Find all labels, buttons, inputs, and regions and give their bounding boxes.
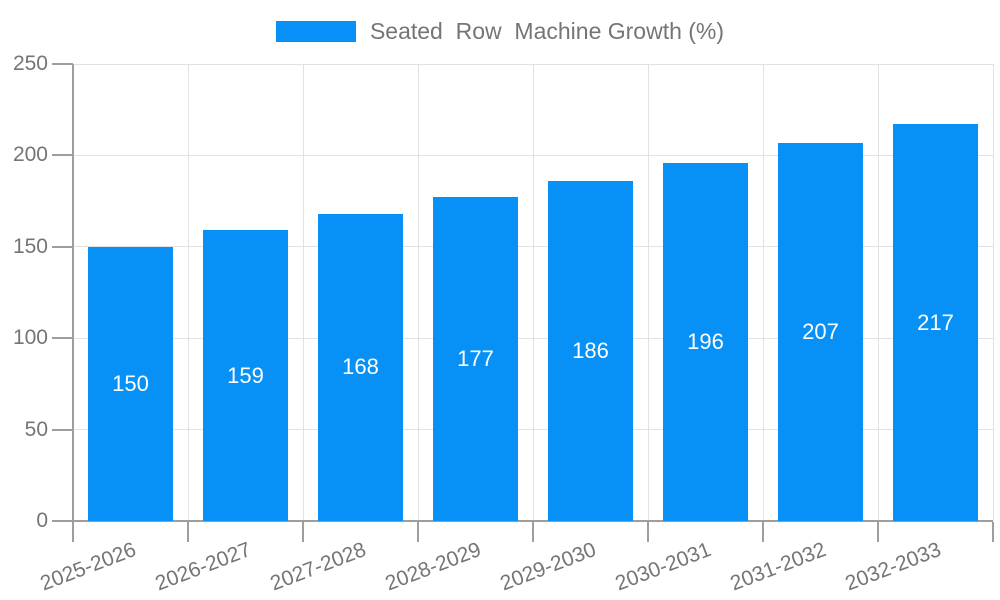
gridline-v: [647, 64, 649, 521]
gridline-v: [302, 64, 304, 521]
x-tick: [762, 522, 764, 542]
y-tick-label: 150: [12, 234, 48, 258]
bar: 150: [88, 246, 173, 521]
gridline-v: [992, 64, 994, 521]
bar-value-label: 217: [917, 309, 954, 335]
legend-label: Seated Row Machine Growth (%): [369, 18, 725, 44]
y-tick: [52, 337, 73, 340]
gridline-v: [187, 64, 189, 521]
y-tick-label: 0: [36, 509, 48, 532]
bar-value-label: 196: [687, 328, 724, 354]
y-tick: [52, 63, 73, 65]
x-tick: [417, 522, 419, 542]
y-axis-line: [72, 64, 74, 523]
bar: 196: [663, 162, 748, 521]
bar: 207: [778, 142, 863, 521]
x-tick: [992, 522, 994, 542]
x-tick: [877, 522, 879, 542]
y-tick: [52, 428, 73, 431]
y-tick-label: 50: [24, 417, 48, 441]
bar: 168: [318, 213, 403, 521]
bar: 159: [203, 230, 288, 521]
legend-swatch: [275, 20, 356, 42]
bar: 217: [893, 124, 978, 521]
x-tick: [647, 522, 649, 542]
bar-value-label: 177: [457, 346, 494, 372]
bar: 186: [548, 180, 633, 521]
bar-value-label: 159: [227, 362, 264, 388]
y-tick-label: 250: [12, 52, 48, 75]
gridline-v: [762, 64, 764, 521]
x-axis-line: [73, 520, 993, 522]
x-tick: [302, 522, 304, 542]
bar-value-label: 207: [802, 318, 839, 344]
gridline-v: [877, 64, 879, 521]
y-tick: [52, 520, 73, 522]
gridline-v: [532, 64, 534, 521]
y-tick: [52, 245, 73, 248]
bar-value-label: 186: [572, 337, 609, 363]
bar-value-label: 168: [342, 354, 379, 380]
legend: Seated Row Machine Growth (%): [0, 18, 1000, 44]
x-tick: [187, 522, 189, 542]
gridline-v: [417, 64, 419, 521]
x-tick: [72, 522, 74, 542]
y-tick-label: 200: [12, 143, 48, 167]
bar: 177: [433, 197, 518, 521]
x-tick: [532, 522, 534, 542]
y-tick: [52, 154, 73, 157]
y-tick-label: 100: [12, 326, 48, 350]
bar-value-label: 150: [112, 370, 149, 396]
